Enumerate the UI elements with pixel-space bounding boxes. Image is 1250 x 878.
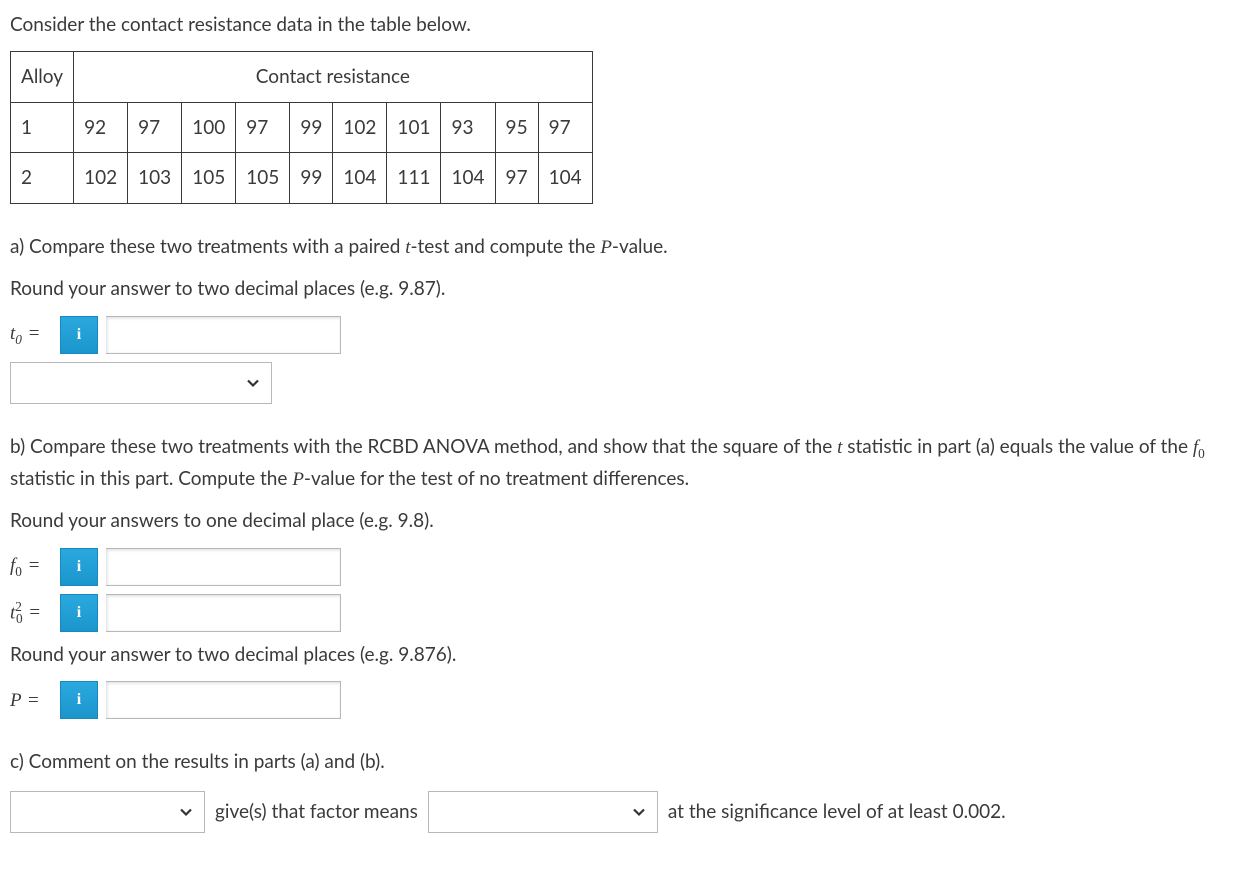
f0-input[interactable]	[106, 548, 341, 586]
part-a-round-instruction: Round your answer to two decimal places …	[10, 274, 1240, 303]
cell: 97	[538, 102, 592, 152]
cell: 102	[74, 153, 128, 203]
equals-sign: =	[29, 555, 40, 576]
cell: 104	[538, 153, 592, 203]
row2-label: 2	[11, 153, 74, 203]
text: -value.	[612, 235, 668, 258]
equals-sign: =	[29, 602, 40, 623]
t0-label: t0 =	[10, 319, 52, 350]
part-c-select-1-native[interactable]	[11, 792, 204, 832]
p-input[interactable]	[106, 681, 341, 719]
part-a-select[interactable]	[10, 362, 272, 404]
cell: 93	[441, 102, 495, 152]
t0-input[interactable]	[106, 316, 341, 354]
cell: 95	[495, 102, 538, 152]
intro-text: Consider the contact resistance data in …	[10, 10, 1240, 39]
table-header-contact-resistance: Contact resistance	[74, 52, 593, 102]
t0-squared-input[interactable]	[106, 594, 341, 632]
cell: 111	[387, 153, 441, 203]
p-label: P =	[10, 686, 52, 715]
info-button-t0[interactable]: i	[60, 316, 98, 354]
p-symbol: P	[292, 469, 304, 490]
cell: 97	[128, 102, 182, 152]
table-row: 1 92 97 100 97 99 102 101 93 95 97	[11, 102, 593, 152]
cell: 103	[128, 153, 182, 203]
text: -value for the test of no treatment diff…	[304, 467, 689, 490]
cell: 97	[495, 153, 538, 203]
cell: 99	[290, 153, 333, 203]
cell: 99	[290, 102, 333, 152]
t0-squared-label: t20 =	[10, 597, 52, 630]
cell: 105	[236, 153, 290, 203]
cell: 104	[441, 153, 495, 203]
equals-sign: =	[29, 323, 40, 344]
p-symbol: P	[600, 237, 612, 258]
zero-sub: 0	[15, 332, 22, 347]
part-b-round-instruction-2: Round your answer to two decimal places …	[10, 640, 1240, 669]
part-a-select-native[interactable]	[11, 363, 271, 403]
cell: 105	[182, 153, 236, 203]
part-c-select-2-native[interactable]	[429, 792, 657, 832]
cell: 104	[333, 153, 387, 203]
text: a) Compare these two treatments with a p…	[10, 235, 405, 258]
part-c-prompt: c) Comment on the results in parts (a) a…	[10, 747, 1240, 776]
part-b-round-instruction-1: Round your answers to one decimal place …	[10, 506, 1240, 535]
zero-sub: 0	[1198, 445, 1205, 460]
part-c-select-2[interactable]	[428, 791, 658, 833]
info-button-p[interactable]: i	[60, 681, 98, 719]
table-header-alloy: Alloy	[11, 52, 74, 102]
text: statistic in part (a) equals the value o…	[842, 435, 1192, 458]
resistance-table: Alloy Contact resistance 1 92 97 100 97 …	[10, 51, 593, 203]
row1-label: 1	[11, 102, 74, 152]
cell: 102	[333, 102, 387, 152]
cell: 92	[74, 102, 128, 152]
text: statistic in this part. Compute the	[10, 467, 292, 490]
cell: 97	[236, 102, 290, 152]
part-a-prompt: a) Compare these two treatments with a p…	[10, 232, 1240, 262]
text: b) Compare these two treatments with the…	[10, 435, 837, 458]
zero-sub: 0	[16, 611, 23, 626]
part-b-prompt: b) Compare these two treatments with the…	[10, 432, 1240, 495]
part-c-select-1[interactable]	[10, 791, 205, 833]
cell: 100	[182, 102, 236, 152]
info-button-t0sq[interactable]: i	[60, 594, 98, 632]
info-button-f0[interactable]: i	[60, 548, 98, 586]
f0-label: f0 =	[10, 551, 52, 582]
zero-sub: 0	[15, 564, 22, 579]
part-c-end-text: at the significance level of at least 0.…	[668, 797, 1006, 826]
p-letter: P	[10, 690, 21, 711]
text: -test and compute the	[410, 235, 600, 258]
part-c-mid-text: give(s) that factor means	[215, 797, 418, 826]
table-row: 2 102 103 105 105 99 104 111 104 97 104	[11, 153, 593, 203]
equals-sign: =	[28, 690, 39, 711]
cell: 101	[387, 102, 441, 152]
